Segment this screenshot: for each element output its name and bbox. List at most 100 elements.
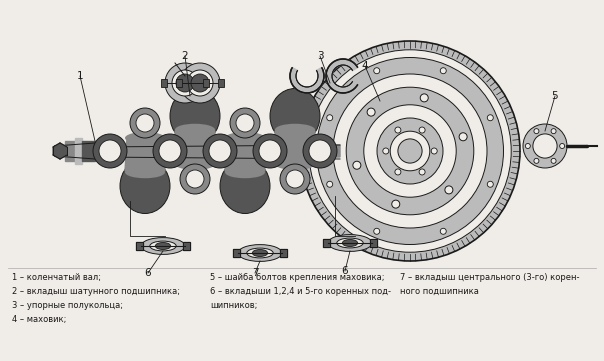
Ellipse shape bbox=[252, 249, 268, 257]
Ellipse shape bbox=[328, 235, 372, 251]
Circle shape bbox=[180, 164, 210, 194]
Text: 2: 2 bbox=[182, 51, 188, 61]
Circle shape bbox=[440, 68, 446, 74]
Ellipse shape bbox=[225, 149, 265, 161]
Text: 6: 6 bbox=[342, 266, 349, 276]
Polygon shape bbox=[176, 79, 182, 87]
Circle shape bbox=[230, 108, 260, 138]
Polygon shape bbox=[326, 59, 358, 93]
Polygon shape bbox=[53, 151, 60, 159]
Circle shape bbox=[253, 134, 287, 168]
Polygon shape bbox=[275, 131, 315, 164]
Circle shape bbox=[353, 161, 361, 169]
Circle shape bbox=[286, 170, 304, 188]
Ellipse shape bbox=[125, 132, 165, 144]
Polygon shape bbox=[280, 249, 287, 257]
Ellipse shape bbox=[342, 239, 358, 247]
Ellipse shape bbox=[175, 132, 215, 144]
Text: шипников;: шипников; bbox=[210, 301, 257, 310]
Circle shape bbox=[280, 164, 310, 194]
Circle shape bbox=[367, 108, 375, 116]
Ellipse shape bbox=[275, 124, 315, 136]
Circle shape bbox=[236, 114, 254, 132]
Polygon shape bbox=[60, 147, 67, 155]
Circle shape bbox=[487, 181, 493, 187]
Circle shape bbox=[440, 228, 446, 234]
Ellipse shape bbox=[175, 149, 215, 161]
Circle shape bbox=[534, 158, 539, 164]
Circle shape bbox=[93, 134, 127, 168]
Text: 4 – маховик;: 4 – маховик; bbox=[12, 315, 66, 324]
Ellipse shape bbox=[225, 140, 265, 153]
Ellipse shape bbox=[238, 245, 282, 261]
Text: 1: 1 bbox=[77, 71, 83, 81]
Circle shape bbox=[420, 94, 428, 102]
Circle shape bbox=[136, 114, 154, 132]
Circle shape bbox=[523, 124, 567, 168]
Text: 7 – вкладыш центрального (3-го) корен-: 7 – вкладыш центрального (3-го) корен- bbox=[400, 273, 579, 282]
Polygon shape bbox=[55, 146, 65, 156]
Ellipse shape bbox=[270, 88, 320, 144]
Circle shape bbox=[392, 200, 400, 208]
Circle shape bbox=[533, 134, 557, 158]
Circle shape bbox=[259, 140, 281, 162]
Text: 6: 6 bbox=[145, 268, 152, 278]
Circle shape bbox=[99, 140, 121, 162]
Polygon shape bbox=[53, 143, 60, 151]
Circle shape bbox=[303, 134, 337, 168]
Ellipse shape bbox=[170, 88, 220, 144]
Ellipse shape bbox=[175, 141, 215, 153]
Circle shape bbox=[209, 140, 231, 162]
Ellipse shape bbox=[175, 158, 215, 170]
Ellipse shape bbox=[175, 124, 215, 136]
Polygon shape bbox=[95, 145, 340, 159]
Ellipse shape bbox=[125, 158, 165, 170]
Circle shape bbox=[300, 41, 520, 261]
Circle shape bbox=[333, 74, 487, 228]
Circle shape bbox=[364, 105, 456, 197]
Circle shape bbox=[309, 50, 511, 252]
Polygon shape bbox=[82, 141, 95, 161]
Polygon shape bbox=[323, 239, 330, 247]
Text: 7: 7 bbox=[252, 268, 259, 278]
Ellipse shape bbox=[275, 132, 315, 144]
Ellipse shape bbox=[275, 141, 315, 153]
Text: ного подшипника: ного подшипника bbox=[400, 287, 479, 296]
Circle shape bbox=[374, 228, 380, 234]
Circle shape bbox=[459, 133, 467, 141]
Circle shape bbox=[187, 70, 213, 96]
Circle shape bbox=[560, 144, 565, 148]
Polygon shape bbox=[225, 138, 265, 171]
Circle shape bbox=[383, 148, 389, 154]
Circle shape bbox=[309, 140, 331, 162]
Polygon shape bbox=[218, 79, 224, 87]
Text: 5 – шайба болтов крепления маховика;: 5 – шайба болтов крепления маховика; bbox=[210, 273, 385, 282]
Circle shape bbox=[191, 74, 209, 92]
Polygon shape bbox=[136, 242, 143, 250]
Circle shape bbox=[551, 158, 556, 164]
Circle shape bbox=[327, 181, 333, 187]
Polygon shape bbox=[53, 147, 60, 155]
Circle shape bbox=[525, 144, 530, 148]
Circle shape bbox=[176, 74, 194, 92]
Circle shape bbox=[172, 70, 198, 96]
Ellipse shape bbox=[220, 158, 270, 213]
Text: 1 – коленчатый вал;: 1 – коленчатый вал; bbox=[12, 273, 101, 282]
Circle shape bbox=[419, 127, 425, 133]
Text: 3: 3 bbox=[316, 51, 323, 61]
Circle shape bbox=[487, 115, 493, 121]
Polygon shape bbox=[233, 249, 240, 257]
Ellipse shape bbox=[150, 241, 176, 251]
Circle shape bbox=[180, 63, 220, 103]
Polygon shape bbox=[161, 79, 167, 87]
Circle shape bbox=[346, 87, 474, 215]
Text: 5: 5 bbox=[551, 91, 558, 101]
Circle shape bbox=[534, 129, 539, 134]
Polygon shape bbox=[370, 239, 377, 247]
Ellipse shape bbox=[275, 158, 315, 170]
Circle shape bbox=[374, 68, 380, 74]
Circle shape bbox=[551, 129, 556, 134]
Circle shape bbox=[316, 57, 504, 244]
Polygon shape bbox=[175, 131, 215, 164]
Ellipse shape bbox=[247, 248, 273, 258]
